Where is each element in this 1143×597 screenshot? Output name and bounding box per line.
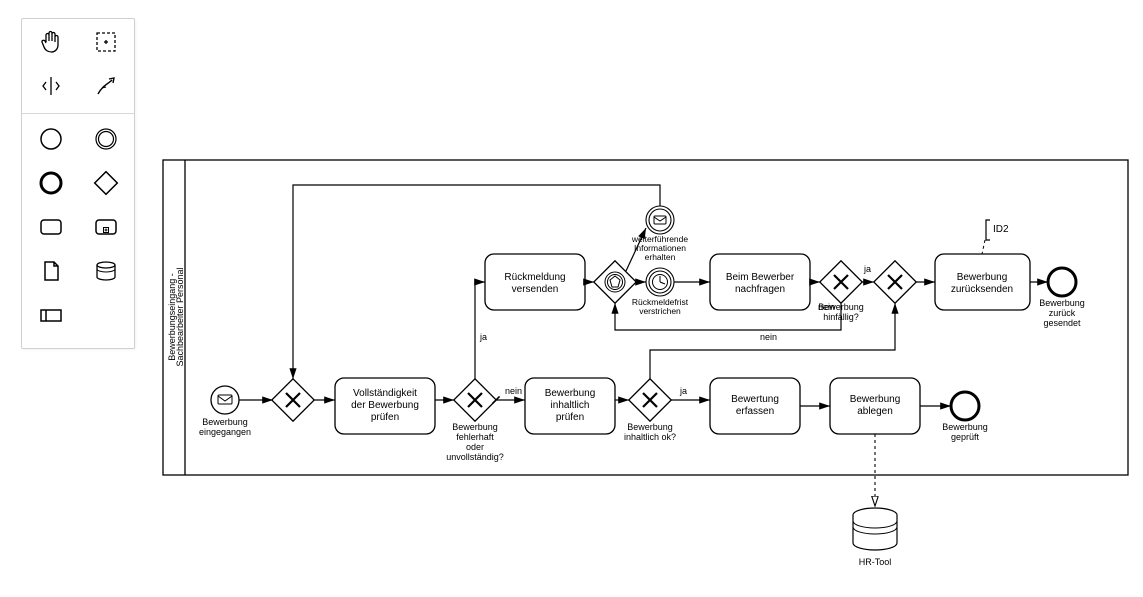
end-event-returned[interactable]	[1048, 268, 1076, 296]
svg-text:Rückmeldung: Rückmeldung	[504, 272, 565, 283]
svg-text:nein: nein	[505, 386, 522, 396]
task-file[interactable]: Bewerbung ablegen	[830, 378, 920, 434]
svg-text:oder: oder	[466, 442, 484, 452]
task-content-check[interactable]: Bewerbung inhaltlich prüfen	[525, 378, 615, 434]
svg-text:gesendet: gesendet	[1043, 318, 1081, 328]
tool-hand[interactable]	[34, 25, 68, 59]
tool-connect[interactable]	[89, 69, 123, 103]
task-send-feedback[interactable]: Rückmeldung versenden	[485, 254, 585, 310]
svg-text:ID2: ID2	[993, 224, 1009, 235]
gateway-merge-2[interactable]	[874, 261, 916, 303]
svg-text:prüfen: prüfen	[556, 412, 584, 423]
gateway-event-based[interactable]	[594, 261, 636, 303]
svg-text:Beim Bewerber: Beim Bewerber	[726, 272, 795, 283]
svg-text:Bewerbung: Bewerbung	[452, 422, 498, 432]
tool-palette	[21, 18, 135, 349]
task-rate[interactable]: Bewertung erfassen	[710, 378, 800, 434]
svg-text:zurück: zurück	[1049, 308, 1076, 318]
event-info-received[interactable]	[646, 206, 674, 234]
tool-intermediate-event[interactable]	[89, 122, 123, 156]
task-check-completeness[interactable]: Vollständigkeit der Bewerbung prüfen	[335, 378, 435, 434]
datastore-label: HR-Tool	[859, 557, 892, 567]
svg-text:Bewerbung: Bewerbung	[627, 422, 673, 432]
gateway-incomplete[interactable]	[454, 379, 496, 421]
svg-text:prüfen: prüfen	[371, 412, 399, 423]
svg-text:erfassen: erfassen	[736, 406, 774, 417]
svg-text:nein: nein	[818, 302, 835, 312]
svg-text:Bewerbung: Bewerbung	[942, 422, 988, 432]
gateway-hinfaellig[interactable]	[820, 261, 862, 303]
tool-lasso[interactable]	[89, 25, 123, 59]
task-return[interactable]: Bewerbung zurücksenden	[935, 254, 1030, 310]
svg-text:inhaltlich: inhaltlich	[551, 400, 590, 411]
svg-text:versenden: versenden	[512, 284, 559, 295]
svg-text:Vollständigkeit: Vollständigkeit	[353, 388, 417, 399]
end-event-checked[interactable]	[951, 392, 979, 420]
svg-text:Bewerbung: Bewerbung	[545, 388, 596, 399]
event-timer[interactable]	[646, 268, 674, 296]
tool-participant[interactable]	[34, 298, 68, 332]
svg-text:nachfragen: nachfragen	[735, 284, 785, 295]
svg-text:fehlerhaft: fehlerhaft	[456, 432, 494, 442]
svg-text:erhalten: erhalten	[645, 252, 676, 262]
svg-text:ja: ja	[679, 386, 687, 396]
svg-text:zurücksenden: zurücksenden	[951, 284, 1013, 295]
svg-text:Bewerbung: Bewerbung	[850, 394, 901, 405]
datastore-hr-tool[interactable]	[853, 508, 897, 550]
tool-gateway[interactable]	[89, 166, 123, 200]
bpmn-diagram: Bewerbungseingang - Sachbearbeiter Perso…	[0, 0, 1143, 597]
start-event[interactable]	[211, 386, 239, 414]
svg-text:ablegen: ablegen	[857, 406, 893, 417]
svg-text:ja: ja	[863, 264, 871, 274]
gateway-merge-1[interactable]	[272, 379, 314, 421]
svg-text:Bewerbung: Bewerbung	[1039, 298, 1085, 308]
svg-text:unvollständig?: unvollständig?	[446, 452, 504, 462]
svg-text:Bewertung: Bewertung	[731, 394, 779, 405]
gateway-content-ok[interactable]	[629, 379, 671, 421]
svg-text:nein: nein	[760, 332, 777, 342]
svg-text:Bewerbung: Bewerbung	[957, 272, 1008, 283]
svg-text:inhaltlich ok?: inhaltlich ok?	[624, 432, 676, 442]
tool-subprocess[interactable]	[89, 210, 123, 244]
tool-start-event[interactable]	[34, 122, 68, 156]
tool-data-object[interactable]	[34, 254, 68, 288]
task-ask-applicant[interactable]: Beim Bewerber nachfragen	[710, 254, 810, 310]
tool-data-store[interactable]	[89, 254, 123, 288]
svg-text:der Bewerbung: der Bewerbung	[351, 400, 419, 411]
tool-task[interactable]	[34, 210, 68, 244]
annotation-id2[interactable]: ID2	[986, 220, 1009, 240]
lane-label-line2: Sachbearbeiter Personal	[175, 267, 185, 366]
svg-text:verstrichen: verstrichen	[639, 306, 681, 316]
tool-end-event[interactable]	[34, 166, 68, 200]
annotation-association	[982, 240, 985, 254]
start-event-label-1: Bewerbung	[202, 417, 248, 427]
start-event-label-2: eingegangen	[199, 427, 251, 437]
flow-gw2-ja-feedback[interactable]	[475, 282, 485, 326]
tool-space[interactable]	[34, 69, 68, 103]
svg-text:geprüft: geprüft	[951, 432, 980, 442]
svg-text:ja: ja	[479, 332, 487, 342]
